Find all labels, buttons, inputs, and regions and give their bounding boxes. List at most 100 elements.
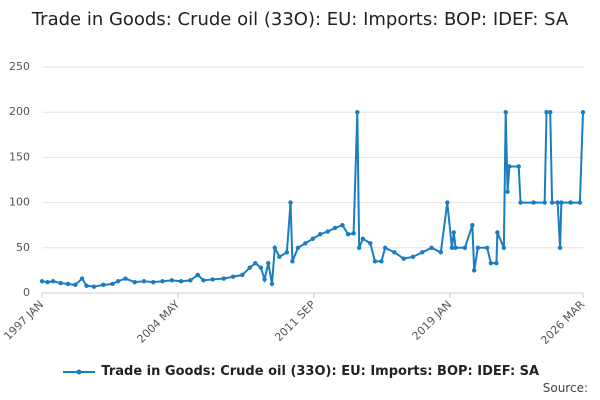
point <box>401 256 406 261</box>
y-tick-label: 250 <box>9 60 30 73</box>
point <box>284 250 290 255</box>
x-tick-label: 2026 MAR <box>538 298 587 347</box>
point <box>420 250 425 255</box>
point <box>475 245 481 250</box>
point <box>201 278 206 283</box>
point <box>580 110 586 115</box>
point <box>453 245 458 250</box>
legend-label: Trade in Goods: Crude oil (33O): EU: Imp… <box>101 364 540 379</box>
point <box>372 259 378 264</box>
x-tick-label: 2004 MAY <box>135 298 183 346</box>
point <box>355 110 360 115</box>
point <box>559 200 564 205</box>
point <box>449 245 455 250</box>
point <box>84 283 89 288</box>
y-tick-label: 100 <box>9 196 30 209</box>
point <box>503 110 508 115</box>
source: Source: <box>542 381 588 395</box>
point <box>470 223 475 228</box>
point <box>577 200 583 205</box>
point <box>247 265 252 270</box>
chart: 0 50 100 150 200 250 1997 JAN 2004 MAY 2011 SEP 2… <box>1 60 587 347</box>
point <box>518 200 523 205</box>
point <box>429 245 434 250</box>
point <box>555 200 560 205</box>
x-tick-label: 1997 JAN <box>1 298 46 343</box>
point <box>295 245 301 250</box>
point <box>325 229 330 234</box>
point <box>45 279 50 285</box>
point <box>221 276 226 281</box>
point <box>368 241 373 246</box>
point <box>332 225 338 231</box>
point <box>318 232 323 237</box>
point <box>382 245 388 250</box>
point <box>50 279 56 284</box>
point <box>568 200 573 205</box>
legend-swatch <box>62 369 95 374</box>
point <box>269 281 275 287</box>
x-tick-label: 2019 JAN <box>410 298 455 343</box>
x-tick-label: 2011 SEP <box>272 298 318 344</box>
legend: Trade in Goods: Crude oil (33O): EU: Imp… <box>0 364 600 379</box>
point <box>501 245 507 250</box>
y-tick-label: 200 <box>9 105 30 118</box>
point <box>277 254 282 260</box>
point <box>360 236 366 241</box>
point <box>351 231 356 236</box>
point <box>488 260 494 266</box>
point <box>266 260 271 266</box>
point <box>79 276 85 281</box>
point <box>210 277 215 282</box>
point <box>65 281 71 287</box>
point <box>542 200 547 205</box>
point <box>379 259 384 264</box>
point <box>258 265 264 270</box>
point <box>484 245 490 250</box>
point <box>494 260 499 266</box>
point <box>160 279 165 284</box>
point <box>178 279 184 284</box>
point <box>58 280 63 286</box>
point <box>272 245 277 250</box>
point <box>505 189 510 194</box>
point <box>549 200 555 205</box>
y-tick-label: 150 <box>9 150 30 163</box>
point <box>141 279 147 284</box>
point <box>132 279 137 285</box>
y-tick-label: 0 <box>23 286 30 299</box>
point <box>195 272 201 278</box>
point <box>548 110 553 115</box>
point <box>462 245 468 250</box>
point <box>262 277 267 282</box>
point <box>91 284 97 289</box>
point <box>253 260 258 266</box>
point <box>340 223 345 228</box>
point <box>356 245 362 250</box>
point <box>169 278 175 283</box>
point <box>230 274 236 279</box>
point <box>151 279 156 285</box>
point <box>345 232 351 237</box>
point <box>392 250 397 255</box>
y-tick-label: 50 <box>16 241 30 254</box>
point <box>101 282 106 288</box>
point <box>115 279 121 284</box>
point <box>123 276 128 281</box>
point <box>73 282 78 288</box>
point <box>516 164 521 169</box>
point <box>557 245 563 250</box>
point <box>544 110 549 115</box>
point <box>438 250 443 255</box>
point <box>531 200 536 205</box>
point <box>495 230 500 235</box>
point <box>290 259 295 264</box>
point <box>410 254 416 260</box>
point <box>110 281 115 287</box>
point <box>445 200 450 205</box>
point <box>471 268 477 273</box>
chart-title: Trade in Goods: Crude oil (33O): EU: Imp… <box>31 9 569 30</box>
point <box>188 278 193 283</box>
point <box>288 200 293 205</box>
